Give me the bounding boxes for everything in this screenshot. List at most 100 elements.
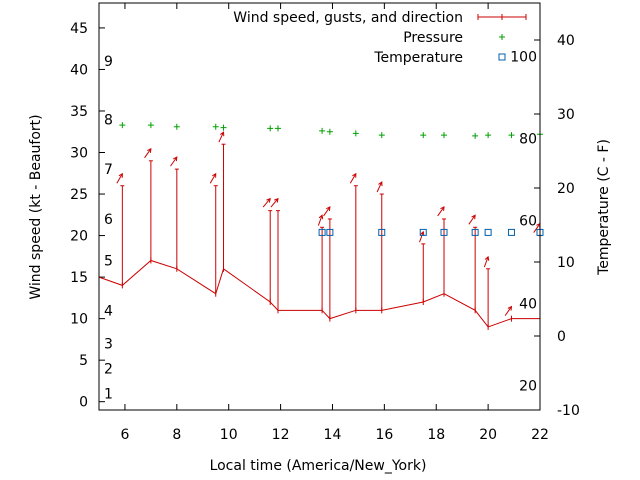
beaufort-label: 7 xyxy=(104,162,113,178)
wind-direction-arrowhead xyxy=(419,230,425,236)
pressure-point xyxy=(378,132,385,139)
wind-direction-arrow xyxy=(419,231,424,243)
x-tick-label: 22 xyxy=(531,427,549,443)
series-layer xyxy=(98,122,544,330)
pressure-point xyxy=(274,125,281,132)
wind-direction-arrowhead xyxy=(378,181,383,187)
wind-direction-arrowhead xyxy=(484,255,490,261)
pressure-point xyxy=(326,128,333,135)
y-left-tick-label: 35 xyxy=(70,104,88,120)
wind-direction-arrowhead xyxy=(471,214,476,220)
temperature-point xyxy=(419,228,427,236)
wind-direction-arrow xyxy=(483,256,489,268)
legend-label: Wind speed, gusts, and direction xyxy=(233,10,463,26)
temperature-point xyxy=(507,228,515,236)
fahrenheit-label: 100 xyxy=(510,49,537,65)
pressure-point xyxy=(485,132,492,139)
y-right-tick-label: 0 xyxy=(557,329,566,345)
x-tick-label: 14 xyxy=(324,427,342,443)
legend: Wind speed, gusts, and direction Pressure… xyxy=(233,10,527,66)
wind-direction-arrow xyxy=(209,173,217,184)
y-axis-label-left: Wind speed (kt - Beaufort) xyxy=(28,114,44,299)
wind-direction-arrow xyxy=(468,214,476,225)
y-right-tick-label: -10 xyxy=(557,403,580,419)
wind-direction-arrowhead xyxy=(507,305,513,311)
pressure-point xyxy=(147,122,154,129)
wind-direction-arrow xyxy=(262,198,271,208)
wind-direction-arrow xyxy=(116,173,123,184)
beaufort-label: 4 xyxy=(104,303,113,319)
wind-direction-arrow xyxy=(349,173,357,184)
y-left-tick-label: 10 xyxy=(70,312,88,328)
wind-direction-arrow xyxy=(504,306,512,316)
temperature-point xyxy=(484,228,492,236)
wind-direction-arrow xyxy=(218,131,224,143)
wind-direction-arrow xyxy=(317,215,323,226)
tick-marks xyxy=(99,3,541,411)
pressure-point xyxy=(220,124,227,131)
fahrenheit-label: 40 xyxy=(519,296,537,312)
labels: Local time (America/New_York) Wind speed… xyxy=(28,21,612,474)
y-left-tick-label: 20 xyxy=(70,229,88,245)
y-right-tick-label: 10 xyxy=(557,255,575,271)
x-tick-label: 18 xyxy=(427,427,445,443)
x-tick-label: 6 xyxy=(120,427,129,443)
y-left-tick-label: 0 xyxy=(79,395,88,411)
beaufort-label: 3 xyxy=(104,337,113,353)
beaufort-label: 6 xyxy=(104,212,113,228)
wind-direction-arrowhead xyxy=(440,206,445,211)
pressure-point xyxy=(119,122,126,129)
y-axis-label-right: Temperature (C - F) xyxy=(596,139,612,276)
x-tick-label: 10 xyxy=(220,427,238,443)
y-left-tick-label: 25 xyxy=(70,187,88,203)
temperature-point xyxy=(440,228,448,236)
wind-direction-arrow xyxy=(170,156,178,167)
wind-direction-arrowhead xyxy=(318,214,324,220)
beaufort-label: 9 xyxy=(104,54,113,70)
x-tick-label: 16 xyxy=(375,427,393,443)
fahrenheit-label: 60 xyxy=(519,214,537,230)
plot-frame xyxy=(98,2,541,411)
wind-direction-arrow xyxy=(144,148,152,159)
pressure-point xyxy=(319,127,326,134)
pressure-point xyxy=(441,132,448,139)
beaufort-label: 5 xyxy=(104,253,113,269)
y-left-tick-label: 15 xyxy=(70,270,88,286)
axes xyxy=(98,2,541,411)
wind-direction-arrowhead xyxy=(219,131,225,137)
wind-speed-line xyxy=(98,259,540,328)
y-left-tick-label: 5 xyxy=(79,353,88,369)
pressure-point xyxy=(212,123,219,130)
wind-direction-arrow xyxy=(437,206,445,217)
fahrenheit-label: 80 xyxy=(519,131,537,147)
wind-direction-arrowhead xyxy=(274,197,279,203)
pressure-point xyxy=(508,132,515,139)
y-right-tick-label: 30 xyxy=(557,107,575,123)
y-left-tick-label: 45 xyxy=(70,21,88,37)
wind-direction-arrowhead xyxy=(118,172,123,178)
wind-direction-arrowhead xyxy=(326,206,331,211)
temperature-point xyxy=(471,228,479,236)
y-right-tick-label: 20 xyxy=(557,181,575,197)
temperature-point xyxy=(318,228,326,236)
wind-direction-arrow xyxy=(270,198,279,208)
pressure-point xyxy=(352,130,359,137)
wind-direction-arrowhead xyxy=(352,172,357,178)
wind-direction-arrow xyxy=(533,223,541,233)
x-tick-label: 12 xyxy=(272,427,290,443)
wind-direction-arrow xyxy=(323,206,331,217)
wind-direction-arrowhead xyxy=(147,147,152,153)
x-tick-label: 8 xyxy=(172,427,181,443)
temperature-point xyxy=(326,228,334,236)
legend-temperature-swatch xyxy=(498,53,506,61)
wind-direction-arrowhead xyxy=(266,197,271,203)
pressure-point xyxy=(420,132,427,139)
legend-label: Temperature xyxy=(373,50,463,66)
pressure-point xyxy=(267,125,274,132)
wind-direction-arrowhead xyxy=(173,156,178,162)
wind-direction-arrow xyxy=(376,181,383,193)
y-left-tick-label: 40 xyxy=(70,62,88,78)
y-left-tick-label: 30 xyxy=(70,146,88,162)
beaufort-label: 2 xyxy=(104,361,113,377)
